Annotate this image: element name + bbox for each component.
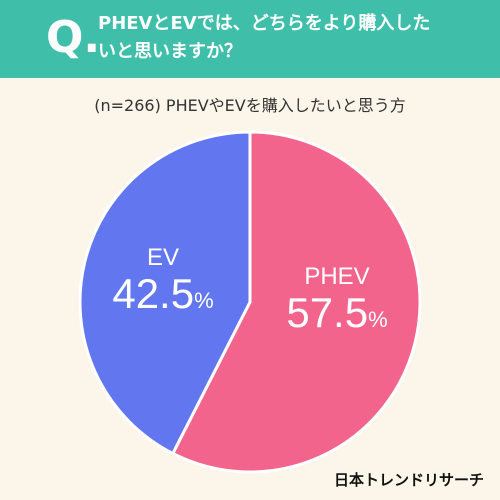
ev-slice-label: EV 42.5% — [88, 245, 238, 324]
phev-slice — [170, 130, 422, 474]
question-header: Q. PHEVとEVでは、どちらをより購入したいと思いますか？ — [0, 0, 500, 78]
question-text: PHEVとEVでは、どちらをより購入したいと思いますか？ — [98, 13, 431, 62]
chart-subtitle: (n=266) PHEVやEVを購入したいと思う方 — [94, 96, 406, 115]
ev-slice — [78, 130, 252, 456]
ev-name-label: EV — [146, 244, 179, 271]
phev-value-label: 57.5% — [286, 289, 388, 336]
question-mark: Q. — [46, 12, 101, 63]
ev-value-label: 42.5% — [112, 270, 214, 317]
phev-slice-label: PHEV 57.5% — [262, 264, 412, 343]
phev-name-label: PHEV — [304, 263, 370, 290]
brand-logo: 日本トレンドリサーチ — [333, 471, 484, 489]
